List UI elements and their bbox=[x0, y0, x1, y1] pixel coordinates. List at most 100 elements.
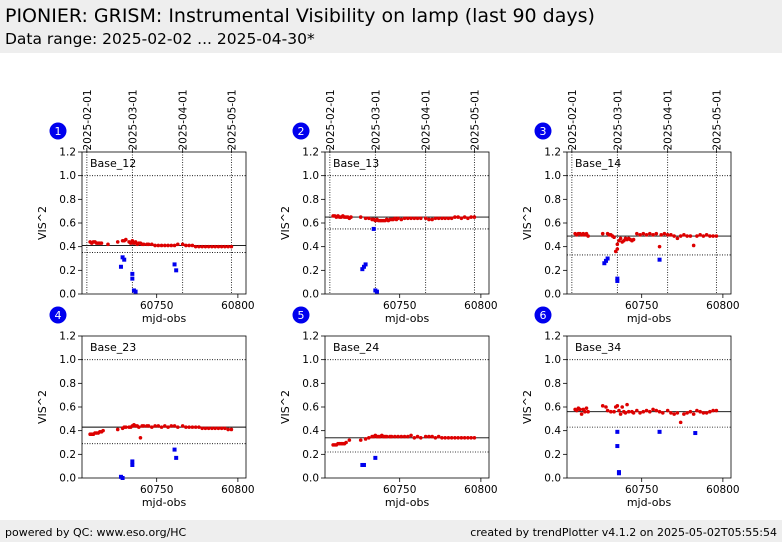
y-tick-label: 0.2 bbox=[544, 265, 561, 277]
y-tick-label: 0.6 bbox=[544, 402, 561, 414]
panel-label: Base_12 bbox=[90, 157, 136, 170]
data-point-blue bbox=[363, 262, 368, 267]
data-point-red bbox=[358, 215, 363, 219]
data-point-red bbox=[219, 244, 224, 249]
data-point-red bbox=[223, 244, 227, 249]
footer-timestamp: created by trendPlotter v4.1.2 on 2025-0… bbox=[470, 526, 777, 539]
data-point-red bbox=[229, 427, 234, 432]
data-point-red bbox=[190, 243, 195, 248]
data-point-red bbox=[701, 411, 706, 415]
data-point-red bbox=[409, 433, 413, 438]
data-point-blue bbox=[615, 444, 620, 449]
data-point-red bbox=[665, 233, 670, 237]
data-point-red bbox=[146, 424, 151, 428]
data-point-red bbox=[635, 408, 639, 413]
data-point-red bbox=[657, 244, 662, 249]
data-point-red bbox=[367, 216, 371, 221]
panel-number-badge bbox=[292, 122, 310, 140]
x-tick-label: 60750 bbox=[625, 484, 658, 496]
data-point-red bbox=[600, 404, 605, 408]
data-point-red bbox=[176, 242, 180, 247]
y-axis-label: VIS^2 bbox=[279, 206, 292, 240]
data-point-red bbox=[187, 243, 191, 248]
data-point-red bbox=[213, 426, 217, 431]
data-point-red bbox=[430, 217, 434, 222]
chart-panel-1: 0.0 0.2 0.4 0.6 0.8 1.0 1.2 60750 60800 mjd-obs VI… bbox=[36, 89, 255, 325]
data-point-red bbox=[456, 215, 460, 219]
x-axis-label: mjd-obs bbox=[627, 312, 672, 325]
data-point-blue bbox=[615, 278, 620, 283]
data-point-red bbox=[446, 435, 451, 440]
data-point-red bbox=[704, 233, 709, 237]
data-point-red bbox=[586, 234, 590, 238]
y-tick-label: 0.0 bbox=[302, 289, 319, 301]
data-point-red bbox=[578, 407, 582, 412]
data-point-red bbox=[200, 426, 204, 431]
data-point-red bbox=[669, 411, 673, 415]
data-point-blue bbox=[657, 257, 662, 262]
data-point-red bbox=[466, 216, 470, 221]
y-tick-label: 0.6 bbox=[302, 218, 319, 230]
data-point-red bbox=[106, 242, 110, 247]
data-point-red bbox=[389, 434, 394, 439]
x-tick-label: 60800 bbox=[464, 484, 497, 496]
data-point-red bbox=[203, 244, 208, 249]
x-axis-label: mjd-obs bbox=[627, 496, 672, 509]
data-point-red bbox=[651, 407, 655, 412]
data-point-red bbox=[427, 217, 431, 222]
x-tick-label: 60800 bbox=[221, 484, 254, 496]
data-point-red bbox=[396, 434, 400, 439]
data-point-red bbox=[396, 216, 400, 221]
data-point-red bbox=[583, 409, 587, 414]
date-tick-label: 2025-04-01 bbox=[421, 89, 433, 150]
data-point-blue bbox=[133, 289, 138, 294]
data-point-red bbox=[229, 244, 234, 249]
data-point-red bbox=[367, 435, 371, 440]
data-point-red bbox=[648, 409, 652, 414]
data-point-red bbox=[419, 435, 423, 440]
x-tick-label: 60800 bbox=[464, 300, 497, 312]
data-point-red bbox=[141, 242, 146, 247]
data-point-red bbox=[644, 408, 649, 413]
plot-frame bbox=[81, 335, 247, 479]
data-point-red bbox=[675, 236, 680, 241]
y-axis-label: VIS^2 bbox=[521, 390, 534, 424]
data-point-red bbox=[206, 426, 211, 431]
data-point-red bbox=[625, 402, 629, 407]
data-point-red bbox=[714, 408, 719, 413]
data-point-red bbox=[708, 234, 712, 238]
chart-panel-2: 0.0 0.2 0.4 0.6 0.8 1.0 1.2 60750 60800 mjd-obs VI… bbox=[279, 89, 498, 325]
data-point-red bbox=[440, 216, 444, 221]
data-point-red bbox=[704, 411, 709, 415]
panel-number-badge bbox=[49, 306, 67, 324]
chart-panel-4: 0.0 0.2 0.4 0.6 0.8 1.0 1.2 60750 60800 mjd-obs VI… bbox=[36, 306, 255, 509]
data-point-red bbox=[469, 435, 473, 440]
data-point-blue bbox=[693, 431, 698, 436]
data-point-red bbox=[669, 233, 673, 237]
date-tick-label: 2025-03-01 bbox=[370, 89, 382, 150]
data-point-red bbox=[180, 242, 185, 247]
data-point-red bbox=[409, 216, 413, 221]
data-point-blue bbox=[118, 264, 123, 269]
data-point-red bbox=[626, 409, 631, 414]
x-tick-label: 60750 bbox=[383, 300, 416, 312]
data-point-red bbox=[711, 234, 715, 238]
x-axis-label: mjd-obs bbox=[142, 312, 187, 325]
data-point-red bbox=[691, 412, 696, 416]
data-point-red bbox=[443, 216, 447, 221]
data-point-red bbox=[604, 405, 608, 409]
data-point-red bbox=[358, 438, 363, 442]
page-title: PIONIER: GRISM: Instrumental Visibility … bbox=[5, 5, 595, 27]
date-tick-label: 2025-02-01 bbox=[82, 89, 94, 150]
data-point-blue bbox=[130, 459, 135, 464]
data-point-red bbox=[459, 216, 464, 221]
data-point-red bbox=[579, 412, 584, 416]
y-tick-label: 0.4 bbox=[302, 241, 319, 253]
y-tick-label: 0.0 bbox=[302, 473, 319, 485]
data-point-red bbox=[641, 231, 646, 236]
y-tick-label: 1.0 bbox=[302, 354, 319, 366]
data-point-red bbox=[172, 243, 177, 248]
data-point-blue bbox=[172, 447, 177, 452]
data-point-red bbox=[101, 428, 105, 433]
